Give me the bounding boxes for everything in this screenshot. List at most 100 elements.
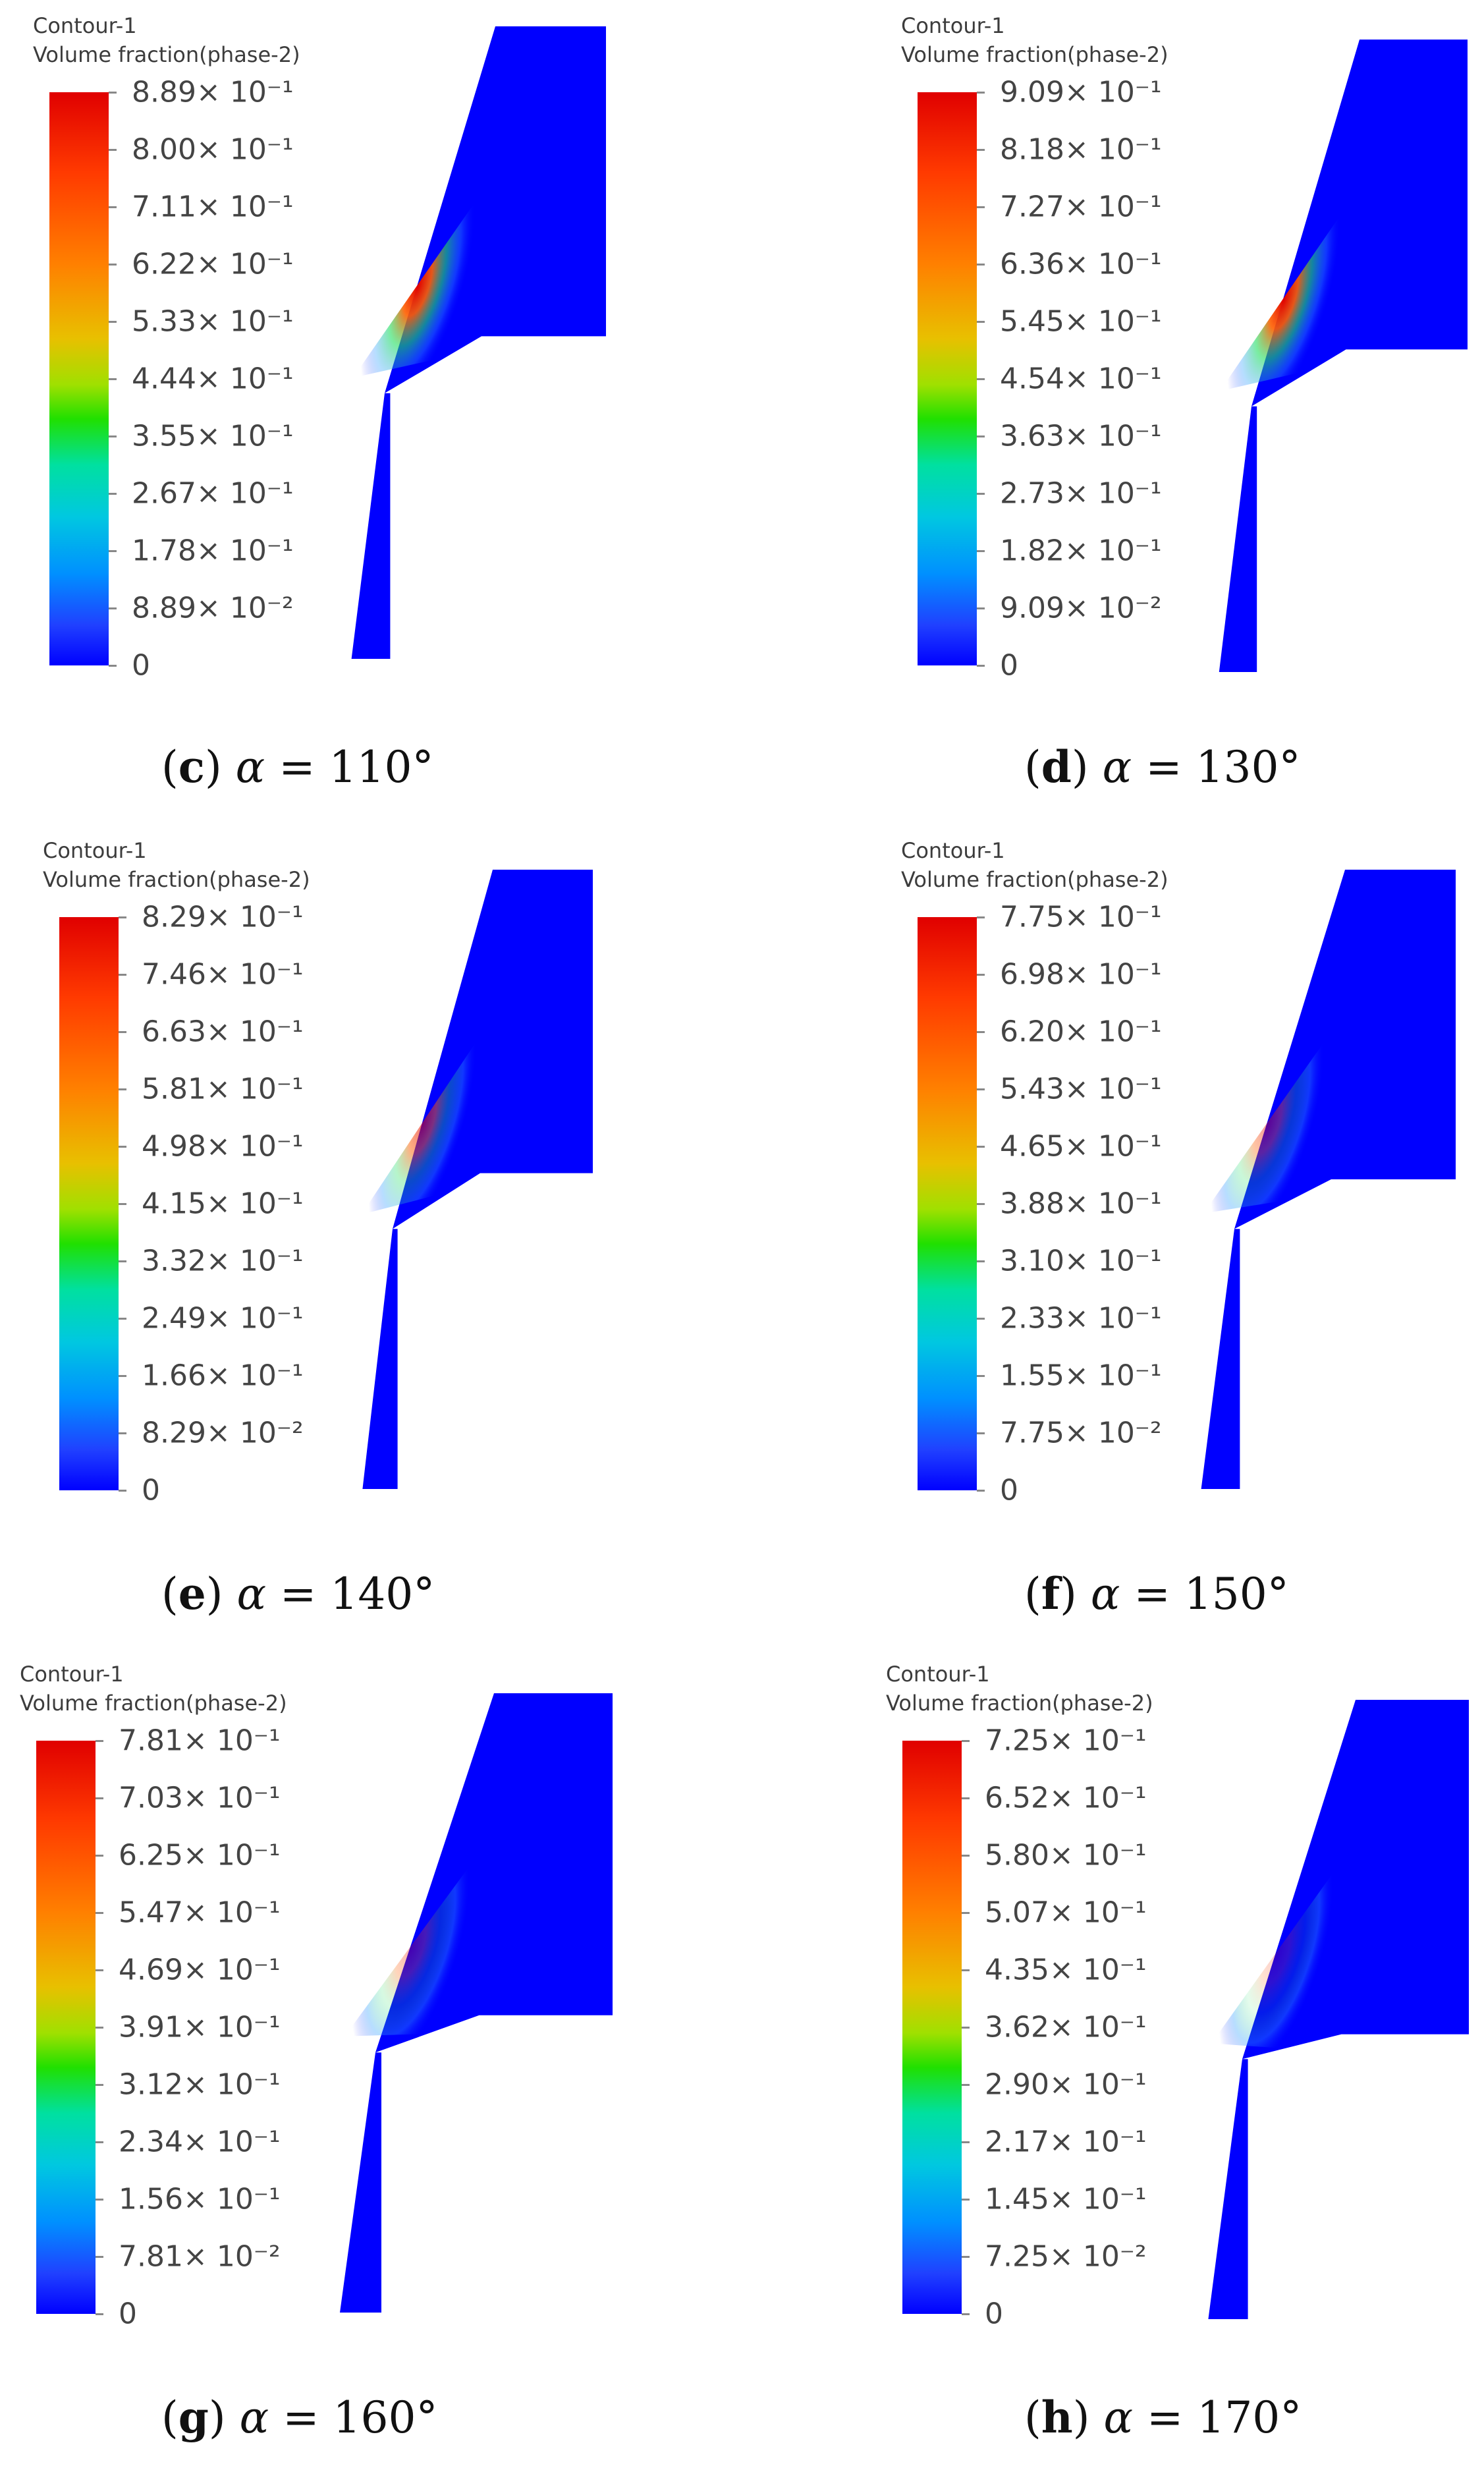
colorbar-tick [977,1088,985,1090]
lower-fluid-region [340,2052,381,2313]
alpha-symbol: α [1102,742,1132,793]
colorbar-tick [109,665,117,667]
lower-fluid-region [1201,1229,1240,1489]
contour-variable: Volume fraction(phase-2) [20,1691,287,1716]
alpha-symbol: α [1090,1569,1120,1619]
colorbar-tick [96,2313,103,2315]
panel-caption-g: (g) α = 160° [161,2392,438,2443]
contour-panel-c: Contour-1 Volume fraction(phase-2) 8.89× 1… [26,7,764,824]
colorbar-tick [962,2199,970,2201]
panel-caption-h: (h) α = 170° [1024,2392,1302,2443]
colorbar-tick [119,1375,126,1377]
colorbar-label: 7.03× 10⁻¹ [119,1781,281,1815]
colorbar-label: 0 [1000,648,1018,683]
colorbar-label: 2.90× 10⁻¹ [985,2067,1147,2102]
colorbar-tick [962,1912,970,1914]
colorbar-label: 3.63× 10⁻¹ [1000,419,1162,453]
colorbar-label: 5.33× 10⁻¹ [132,304,294,339]
colorbar-label: 2.49× 10⁻¹ [142,1301,304,1335]
colorbar [918,917,977,1490]
colorbar-label: 7.81× 10⁻¹ [119,1724,281,1758]
colorbar-label: 8.89× 10⁻¹ [132,75,294,109]
colorbar-tick [977,1203,985,1205]
colorbar-label: 5.80× 10⁻¹ [985,1838,1147,1872]
colorbar-tick [109,607,117,609]
colorbar-label: 8.18× 10⁻¹ [1000,132,1162,167]
contour-geometry-f [1201,870,1456,1489]
colorbar-tick [977,1318,985,1320]
panel-caption-f: (f) α = 150° [1024,1568,1289,1619]
colorbar-tick [977,974,985,976]
caption-letter: c [178,741,205,793]
colorbar [36,1741,96,2314]
colorbar-tick [119,1432,126,1434]
colorbar-tick [977,493,985,495]
colorbar-tick [109,321,117,323]
colorbar-tick [977,149,985,151]
colorbar-label: 8.29× 10⁻¹ [142,900,304,934]
colorbar-tick [96,2027,103,2029]
colorbar-tick [109,206,117,208]
colorbar-label: 1.66× 10⁻¹ [142,1359,304,1393]
colorbar-tick [962,1969,970,1971]
colorbar-label: 3.91× 10⁻¹ [119,2010,281,2044]
contour-panel-d: Contour-1 Volume fraction(phase-2) 9.09× 1… [894,7,1484,824]
colorbar-label: 4.98× 10⁻¹ [142,1129,304,1164]
colorbar-label: 1.82× 10⁻¹ [1000,534,1162,568]
colorbar-tick [962,2141,970,2143]
colorbar-label: 7.46× 10⁻¹ [142,957,304,992]
colorbar-tick [977,435,985,437]
panel-caption-e: (e) α = 140° [161,1568,435,1619]
colorbar-label: 8.89× 10⁻² [132,591,294,625]
colorbar-tick [96,2141,103,2143]
colorbar-tick [977,1260,985,1262]
colorbar-label: 1.55× 10⁻¹ [1000,1359,1162,1393]
colorbar-label: 2.34× 10⁻¹ [119,2125,281,2159]
colorbar-tick [962,2027,970,2029]
contour-panel-h: Contour-1 Volume fraction(phase-2) 7.25× 1… [879,1655,1484,2472]
contour-variable: Volume fraction(phase-2) [886,1691,1153,1716]
colorbar-tick [977,916,985,918]
contour-variable: Volume fraction(phase-2) [43,867,310,892]
caption-letter: f [1041,1568,1060,1619]
colorbar-tick [962,2084,970,2086]
colorbar-tick [977,321,985,323]
panel-caption-d: (d) α = 130° [1024,741,1301,793]
colorbar-tick [109,264,117,266]
colorbar-tick [119,1088,126,1090]
colorbar-label: 1.45× 10⁻¹ [985,2182,1147,2216]
colorbar-label: 6.63× 10⁻¹ [142,1015,304,1049]
colorbar-tick [977,378,985,380]
contour-variable: Volume fraction(phase-2) [901,867,1168,892]
colorbar-label: 7.11× 10⁻¹ [132,190,294,224]
caption-angle: 160° [333,2392,438,2443]
colorbar [902,1741,962,2314]
contour-title: Contour-1 [901,838,1005,863]
lower-fluid-region [1208,2059,1248,2319]
colorbar-label: 3.55× 10⁻¹ [132,419,294,453]
colorbar-tick [96,2084,103,2086]
colorbar-tick [977,92,985,94]
colorbar-label: 5.07× 10⁻¹ [985,1896,1147,1930]
colorbar-label: 7.75× 10⁻² [1000,1416,1162,1450]
colorbar-label: 7.27× 10⁻¹ [1000,190,1162,224]
colorbar-label: 3.12× 10⁻¹ [119,2067,281,2102]
colorbar-tick [96,1797,103,1799]
colorbar-label: 6.52× 10⁻¹ [985,1781,1147,1815]
contour-panel-f: Contour-1 Volume fraction(phase-2) 7.75× 1… [894,831,1484,1648]
colorbar-tick [109,493,117,495]
contour-panel-g: Contour-1 Volume fraction(phase-2) 7.81× 1… [13,1655,751,2472]
colorbar-tick [977,665,985,667]
colorbar-tick [109,435,117,437]
colorbar-tick [109,149,117,151]
colorbar-tick [96,1740,103,1742]
colorbar-label: 8.29× 10⁻² [142,1416,304,1450]
colorbar-tick [119,1203,126,1205]
caption-letter: h [1041,2392,1073,2443]
colorbar-label: 6.20× 10⁻¹ [1000,1015,1162,1049]
colorbar-tick [96,1855,103,1857]
caption-angle: 140° [330,1569,435,1619]
colorbar-label: 4.69× 10⁻¹ [119,1953,281,1987]
colorbar-tick [962,1855,970,1857]
colorbar-label: 0 [985,2297,1003,2331]
